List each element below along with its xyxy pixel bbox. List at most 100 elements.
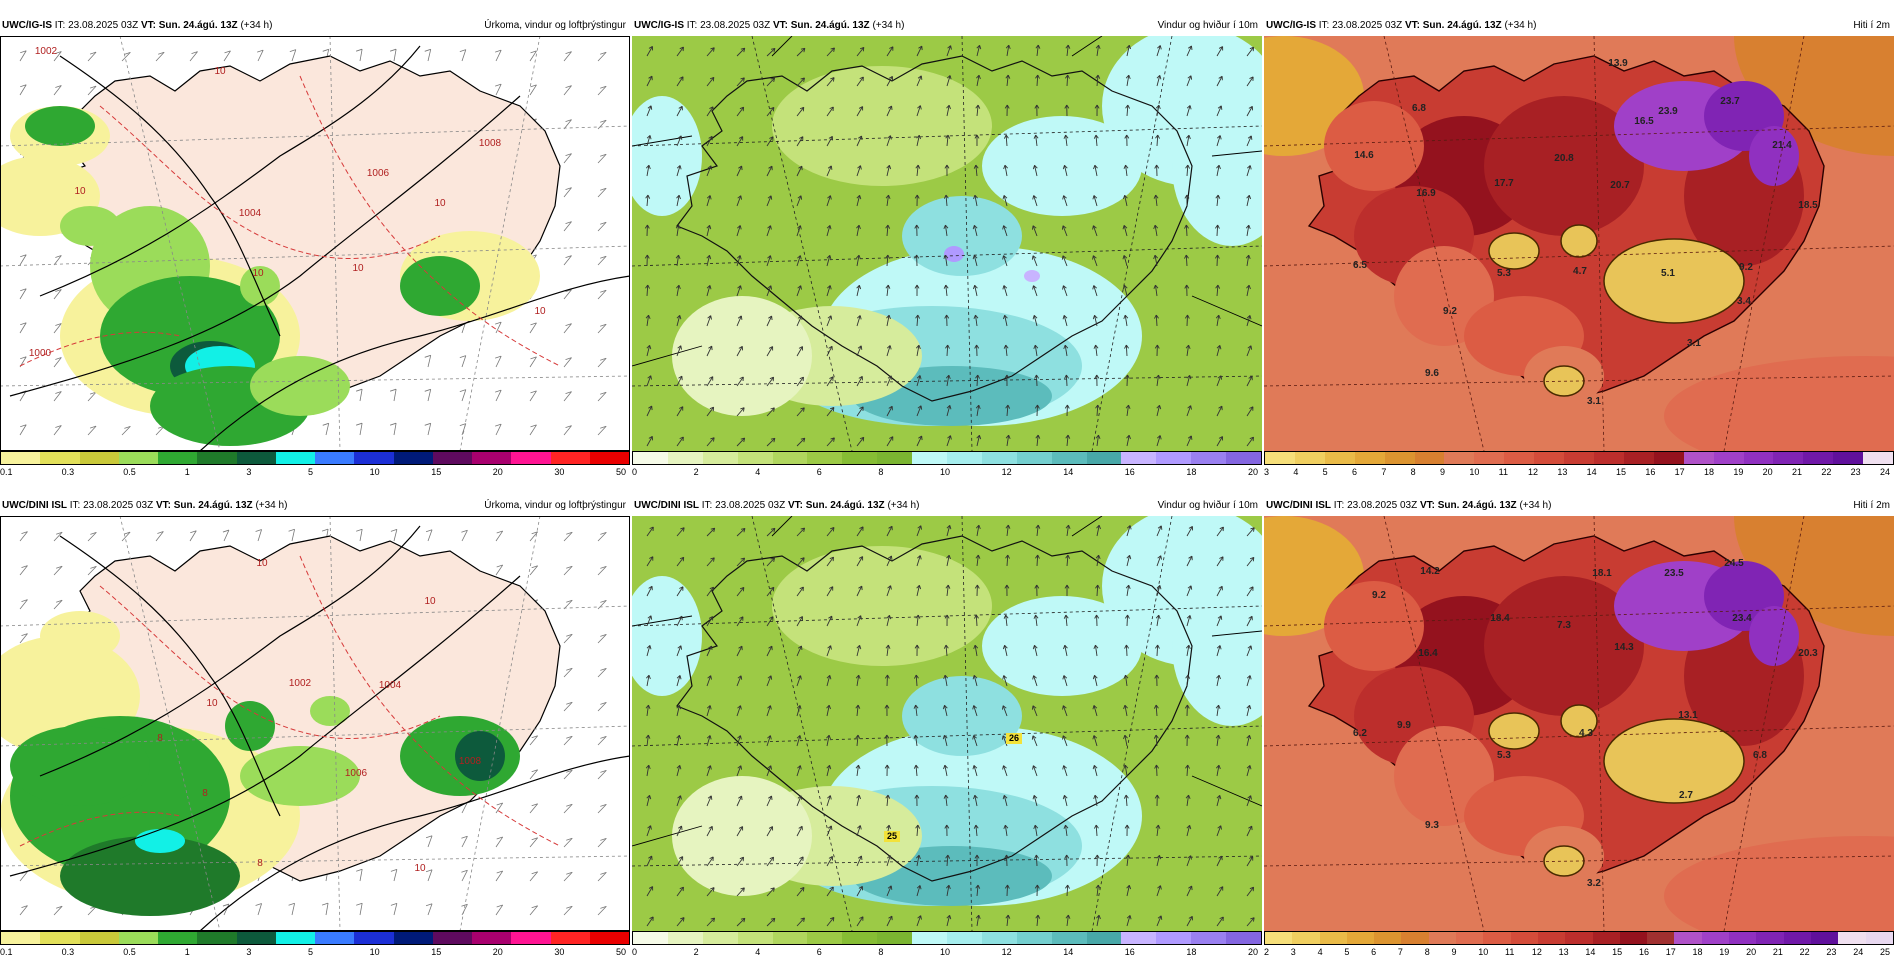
field-patch	[135, 829, 185, 853]
colorbar-tick-label: 8	[878, 946, 883, 958]
colorbar-swatch	[982, 452, 1017, 464]
lead-time: (+34 h)	[1519, 500, 1551, 511]
colorbar-tick-label: 14	[1585, 946, 1595, 958]
colorbar-swatch	[433, 932, 472, 944]
value-label: 23.5	[1664, 568, 1684, 579]
colorbar-tick-label: 24	[1853, 946, 1863, 958]
field-patch	[672, 296, 812, 416]
vt-label: VT:	[788, 500, 803, 511]
wind-arrow	[1007, 885, 1008, 896]
colorbar-swatch	[237, 452, 276, 464]
colorbar-tick-label: 0.1	[0, 466, 13, 478]
model-name: UWC/IG-IS	[1266, 20, 1316, 31]
value-label: 23.7	[1720, 96, 1740, 107]
colorbar-tick-label: 12	[1002, 466, 1012, 478]
value-label: 9.9	[1397, 720, 1411, 731]
colorbar-tick-label: 12	[1528, 466, 1538, 478]
colorbar-tick-label: 3	[1264, 466, 1269, 478]
wind-arrow-head	[861, 856, 862, 860]
vt-label: VT:	[141, 20, 156, 31]
value-label: 6.8	[1412, 103, 1426, 114]
value-label: 10	[434, 198, 446, 209]
colorbar-tick-label: 15	[1616, 466, 1626, 478]
colorbar-tick-label: 13	[1559, 946, 1569, 958]
init-time: 23.08.2025 03Z	[715, 500, 785, 511]
colorbar-tick-label: 9	[1451, 946, 1456, 958]
value-label: 1008	[479, 138, 502, 149]
colorbar-tick-label: 6	[1371, 946, 1376, 958]
colorbar-swatch	[1647, 932, 1674, 944]
wind-arrow-head	[801, 796, 802, 800]
wind-arrow-head	[891, 376, 892, 380]
wind-arrow-head	[651, 106, 652, 110]
colorbar-swatch	[197, 932, 236, 944]
colorbar-tick-label: 4	[755, 946, 760, 958]
value-label: 3.2	[1587, 878, 1601, 889]
colorbar-tick-label: 30	[554, 946, 564, 958]
colorbar-tick-label: 8	[878, 466, 883, 478]
colorbar-swatch	[1456, 932, 1483, 944]
field-patch	[944, 246, 964, 262]
colorbar-tick-label: 20	[1763, 466, 1773, 478]
wind-map[interactable]	[632, 36, 1262, 451]
wind-arrow	[1036, 855, 1037, 866]
value-label: 10	[206, 698, 218, 709]
panel-temp-igis: UWC/IG-IS IT: 23.08.2025 03Z VT: Sun. 24…	[1264, 18, 1894, 480]
colorbar-swatch	[668, 452, 703, 464]
field-patch	[400, 256, 480, 316]
it-label: IT:	[687, 20, 698, 31]
colorbar-swatch	[1374, 932, 1401, 944]
colorbar-tick-label: 18	[1186, 466, 1196, 478]
wind-arrow	[1036, 375, 1037, 386]
value-label: 6.8	[1753, 750, 1767, 761]
colorbar-swatch	[590, 932, 629, 944]
field-patch	[1024, 270, 1040, 282]
colorbar-tick-label: 8	[1425, 946, 1430, 958]
colorbar-tick-label: 4	[1318, 946, 1323, 958]
colorbar-swatch	[668, 932, 703, 944]
value-label: 3.4	[1737, 296, 1751, 307]
wind-arrow-head	[1221, 106, 1222, 110]
value-label: 18.4	[1490, 613, 1510, 624]
colorbar-swatch	[1087, 932, 1122, 944]
colorbar-swatch	[1347, 932, 1374, 944]
colorbar-tick-label: 23	[1851, 466, 1861, 478]
colorbar-tick-label: 21	[1773, 946, 1783, 958]
model-name: UWC/DINI ISL	[1266, 500, 1331, 511]
colorbar-swatch	[1191, 452, 1226, 464]
valid-time: Sun. 24.ágú. 13Z	[174, 500, 253, 511]
valid-time: Sun. 24.ágú. 13Z	[159, 20, 238, 31]
value-label: 1004	[239, 208, 262, 219]
colorbar-swatch	[1191, 932, 1226, 944]
value-label: 10	[214, 66, 226, 77]
wind-arrow-head	[771, 196, 772, 200]
colorbar-swatch	[877, 452, 912, 464]
colorbar-swatch	[1838, 932, 1865, 944]
value-label: 10	[414, 863, 426, 874]
panel-header: UWC/DINI ISL IT: 23.08.2025 03Z VT: Sun.…	[0, 498, 630, 514]
wind-arrow-head	[1191, 586, 1192, 590]
colorbar-swatch	[1803, 452, 1833, 464]
value-label: 3.1	[1587, 396, 1601, 407]
colorbar-tick-label: 17	[1675, 466, 1685, 478]
colorbar-tick-label: 6	[1352, 466, 1357, 478]
value-label: 17.7	[1494, 178, 1514, 189]
field-patch	[672, 776, 812, 896]
colorbar-swatch	[982, 932, 1017, 944]
colorbar-swatch	[947, 452, 982, 464]
colorbar-swatch	[119, 452, 158, 464]
field-patch	[772, 66, 992, 186]
lead-time: (+34 h)	[240, 20, 272, 31]
colorbar-swatch	[1784, 932, 1811, 944]
init-time: 23.08.2025 03Z	[83, 500, 153, 511]
value-label: 5.3	[1497, 750, 1511, 761]
wind-arrow-head	[741, 316, 742, 320]
